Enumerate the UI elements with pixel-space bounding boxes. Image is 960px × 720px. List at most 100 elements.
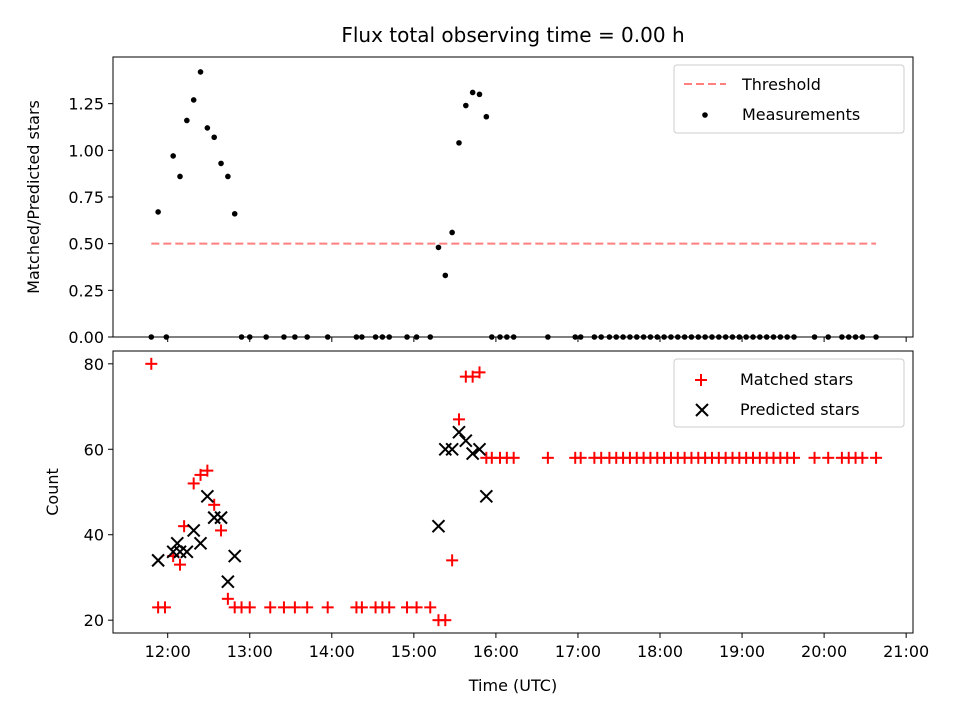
matched-stars-point bbox=[439, 614, 452, 627]
measurement-point bbox=[770, 334, 777, 340]
measurement-point bbox=[225, 173, 231, 180]
measurement-point bbox=[211, 134, 217, 141]
measurement-point bbox=[469, 89, 476, 96]
ratio-y-axis: 0.00 0.25 0.50 0.75 1.00 1.25 bbox=[68, 95, 113, 347]
measurement-point bbox=[379, 334, 386, 340]
measurement-point bbox=[148, 334, 155, 340]
measurement-point bbox=[204, 125, 211, 131]
matched-stars-point bbox=[221, 592, 234, 605]
predicted-stars-point bbox=[151, 553, 165, 568]
measurement-point bbox=[304, 334, 310, 340]
measurement-point bbox=[184, 117, 190, 124]
ratio-y-axis-label: Matched/Predicted stars bbox=[24, 100, 43, 294]
measurement-point bbox=[442, 272, 449, 279]
measurement-point bbox=[668, 334, 674, 340]
count-plot-area bbox=[112, 350, 914, 634]
legend-threshold-label: Threshold bbox=[741, 75, 821, 94]
matched-stars-point bbox=[574, 451, 587, 464]
predicted-stars-point bbox=[452, 425, 466, 439]
count-legend-box bbox=[673, 358, 905, 428]
legend-matched-label: Matched stars bbox=[740, 370, 853, 389]
count-x-axis-label: Time (UTC) bbox=[468, 676, 557, 695]
ratio-x-axis bbox=[167, 337, 907, 342]
count-x-tick-label: 15:00 bbox=[391, 642, 437, 661]
measurement-point bbox=[591, 334, 598, 340]
measurement-point bbox=[435, 244, 442, 251]
matched-stars-point bbox=[507, 451, 520, 464]
measurement-point bbox=[281, 334, 287, 340]
measurement-point bbox=[729, 334, 736, 340]
matched-stars-point bbox=[158, 601, 171, 614]
matched-stars-point bbox=[208, 498, 221, 511]
predicted-stars-point bbox=[186, 523, 201, 538]
count-x-tick-label: 19:00 bbox=[719, 642, 765, 661]
matched-stars-point bbox=[355, 601, 368, 614]
measurement-point bbox=[598, 334, 605, 340]
ratio-y-tick-label: 1.00 bbox=[68, 141, 104, 160]
measurement-point bbox=[463, 102, 469, 109]
predicted-stars-point bbox=[200, 489, 215, 503]
ratio-y-tick-label: 0.00 bbox=[68, 328, 104, 347]
matched-stars-point bbox=[856, 451, 869, 464]
matched-stars-point bbox=[808, 451, 821, 464]
matched-stars-point bbox=[822, 451, 835, 464]
count-data bbox=[145, 357, 883, 627]
predicted-stars-point bbox=[180, 545, 194, 559]
measurement-point bbox=[324, 334, 331, 340]
matched-stars-point bbox=[541, 451, 554, 464]
count-x-tick-label: 12:00 bbox=[145, 642, 191, 661]
measurement-point bbox=[489, 334, 495, 340]
measurement-point bbox=[404, 334, 410, 340]
matched-stars-point bbox=[424, 601, 437, 614]
measurement-point bbox=[497, 334, 503, 340]
measurement-point bbox=[620, 334, 626, 340]
predicted-stars-point bbox=[214, 510, 228, 525]
measurement-point bbox=[197, 69, 204, 75]
ratio-data bbox=[148, 69, 879, 340]
count-x-tick-label: 17:00 bbox=[555, 642, 601, 661]
count-y-axis-label: Count bbox=[43, 468, 62, 516]
measurement-point bbox=[427, 334, 434, 340]
legend-measurements-label: Measurements bbox=[742, 105, 860, 124]
count-x-tick-label: 21:00 bbox=[883, 642, 929, 661]
measurement-point bbox=[777, 334, 784, 340]
measurement-point bbox=[504, 334, 510, 340]
count-x-tick-label: 13:00 bbox=[227, 642, 273, 661]
ratio-y-tick-label: 0.25 bbox=[68, 281, 104, 300]
measurement-point bbox=[811, 334, 818, 340]
measurement-point bbox=[238, 334, 245, 340]
measurement-point bbox=[386, 334, 393, 340]
ratio-y-tick-label: 0.75 bbox=[68, 188, 104, 207]
count-y-tick-label: 40 bbox=[84, 526, 104, 545]
measurement-point bbox=[763, 334, 770, 340]
matched-stars-point bbox=[301, 601, 314, 614]
matched-stars-point bbox=[264, 601, 277, 614]
predicted-stars-point bbox=[465, 446, 480, 461]
matched-stars-point bbox=[452, 413, 465, 426]
measurement-point bbox=[510, 334, 517, 340]
measurement-point bbox=[353, 334, 360, 340]
matched-stars-point bbox=[201, 464, 214, 477]
measurement-point bbox=[449, 229, 455, 236]
measurement-point bbox=[190, 97, 197, 103]
matched-stars-point bbox=[321, 601, 334, 614]
ratio-y-tick-label: 1.25 bbox=[68, 95, 104, 114]
measurement-point bbox=[695, 334, 702, 340]
matched-stars-point bbox=[288, 601, 301, 614]
measurement-point bbox=[839, 334, 845, 340]
matched-stars-point bbox=[383, 601, 396, 614]
ratio-panel: 0.00 0.25 0.50 0.75 1.00 1.25 Matched/Predict… bbox=[24, 56, 914, 347]
measurement-point bbox=[163, 334, 170, 340]
matched-stars-point bbox=[174, 558, 187, 571]
matched-stars-point bbox=[243, 601, 256, 614]
measurement-point bbox=[231, 211, 238, 217]
count-y-tick-label: 60 bbox=[84, 440, 104, 459]
count-x-tick-label: 18:00 bbox=[637, 642, 683, 661]
count-y-tick-label: 20 bbox=[84, 611, 104, 630]
measurement-point bbox=[873, 334, 879, 340]
predicted-stars-point bbox=[479, 489, 494, 503]
matched-stars-point bbox=[410, 601, 423, 614]
count-legend: Matched stars Predicted stars bbox=[673, 358, 905, 428]
matched-stars-point bbox=[277, 601, 290, 614]
